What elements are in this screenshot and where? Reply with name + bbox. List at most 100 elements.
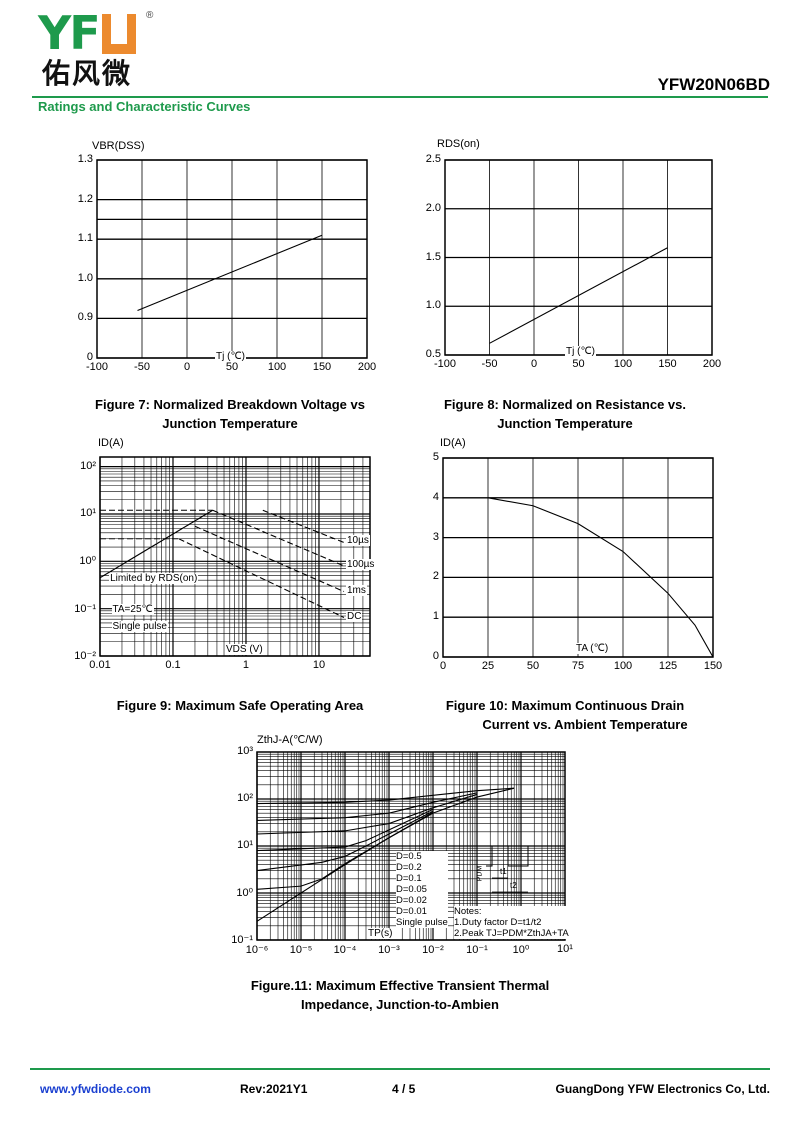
legend-label: D=0.2 [396,862,422,873]
figure11-caption: Figure.11: Maximum Effective Transient T… [220,976,580,1014]
y-tick-label: 10⁻¹ [74,602,96,615]
figure7-caption: Figure 7: Normalized Breakdown Voltage v… [60,395,400,433]
pulse-t1-label: t1 [500,867,507,876]
x-axis-label: Tj (℃) [565,346,596,357]
y-tick-label: 1.3 [77,153,93,165]
x-tick-label: 10 [312,659,326,671]
caption-line: Junction Temperature [497,416,633,431]
x-tick-label: 10⁻³ [378,944,400,956]
x-tick-label: 100 [267,361,287,373]
x-tick-label: 10¹ [557,943,573,955]
legend-label: D=0.1 [396,873,422,884]
series-line-1ms [194,525,345,593]
series-line-d-0-5 [256,787,515,805]
chart-annotation: TA=25℃ [111,603,154,615]
x-tick-label: 0.01 [89,659,111,671]
y-tick-label: 10⁻¹ [231,934,253,946]
figure9-caption: Figure 9: Maximum Safe Operating Area [116,698,364,713]
caption-line: Current vs. Ambient Temperature [482,717,688,732]
x-tick-label: -100 [433,358,457,370]
series-line-d-0-05 [256,808,434,852]
series-line-d-0-02 [256,810,434,872]
series-line-d-0-2 [256,792,478,821]
x-axis-label: TP(s) [367,928,394,939]
plot-frame [99,456,371,657]
plot-frame [256,751,566,941]
brand-logo: YF [38,10,136,56]
caption-line: Figure 8: Normalized on Resistance vs. [443,397,687,412]
chart-annotation: 10µs [345,535,370,547]
y-axis-label: RDS(on) [437,138,480,150]
legend-label: D=0.05 [396,884,427,895]
y-tick-label: 2.0 [425,201,441,214]
x-axis-label: VDS (V) [225,644,264,655]
y-tick-label: 0.9 [77,311,93,324]
y-tick-label: 10² [80,459,96,472]
x-tick-label: 100 [613,358,633,370]
y-tick-label: 10⁰ [236,887,253,899]
pulse-pdm-label: PDM [476,865,484,882]
x-tick-label: 10⁻⁶ [245,944,269,956]
figure10-caption: Figure 10: Maximum Continuous Drain Curre… [415,696,715,734]
caption-line: Figure 7: Normalized Breakdown Voltage v… [95,397,365,412]
x-tick-label: 10⁻⁵ [289,944,313,956]
pulse-t2-label: t2 [510,881,517,890]
note-line: 1.Duty factor D=t1/t2 [454,917,542,928]
note-line: Notes: [454,906,482,917]
y-tick-label: 1.2 [77,192,93,205]
footer-website[interactable]: www.yfwdiode.com [40,1082,151,1096]
x-tick-label: -50 [134,361,150,373]
y-tick-label: 1 [432,610,439,623]
brand-chinese-name: 佑风微 [42,57,133,90]
x-tick-label: 0.1 [165,659,181,671]
website-link[interactable]: www.yfwdiode.com [40,1082,151,1096]
y-tick-label: 10⁻² [74,650,96,662]
series-line-single-pulse [256,787,515,922]
section-title: Ratings and Characteristic Curves [38,99,251,114]
caption-line: Figure 10: Maximum Continuous Drain [445,698,685,713]
x-tick-label: 200 [357,361,377,373]
series-line-100-s [212,509,345,567]
series-line-limited-by-rds-on- [99,509,213,579]
series-line-id [487,497,714,658]
series-line-rds-on- [489,247,668,344]
legend-label: D=0.01 [396,906,427,917]
x-tick-label: 150 [658,358,677,370]
y-tick-label: 1.1 [77,232,93,245]
y-tick-label: 2 [432,570,439,583]
legend-label: Single pulse [396,917,448,928]
y-tick-label: 10² [237,792,253,804]
header-divider [32,96,768,98]
x-tick-label: -50 [481,358,498,370]
footer-page: 4 / 5 [392,1082,416,1096]
y-tick-label: 4 [432,490,439,503]
y-tick-label: 3 [432,530,439,543]
x-tick-label: 50 [526,660,540,672]
caption-line: Impedance, Junction-to-Ambien [301,997,499,1012]
y-tick-label: 10¹ [80,506,96,519]
caption-line: Junction Temperature [162,416,298,431]
y-tick-label: 1.0 [425,299,441,312]
y-tick-label: 1.0 [77,271,93,284]
pulse-waveform [486,845,529,867]
figure8-caption: Figure 8: Normalized on Resistance vs. Ju… [405,395,725,433]
x-tick-label: 0 [439,660,447,672]
x-tick-label: 100 [613,660,633,672]
chart-annotation: 1ms [345,584,367,596]
y-axis-label: ID(A) [440,437,466,449]
x-tick-label: 0 [183,361,191,373]
y-tick-label: 0 [86,351,93,363]
x-tick-label: 10⁻² [422,944,444,956]
y-axis-label: ZthJ-A(℃/W) [257,734,323,746]
y-tick-label: 10³ [237,745,253,757]
x-tick-label: 50 [225,361,239,373]
series-line-10-s [262,509,345,544]
part-number: YFW20N06BD [657,75,770,94]
y-tick-label: 1.5 [425,250,441,263]
chart-annotation: Limited by RDS(on) [109,573,199,585]
footer-divider [30,1068,770,1070]
legend-label: D=0.5 [396,851,422,862]
footer-revision: Rev:2021Y1 [240,1082,308,1096]
x-tick-label: 10⁻¹ [466,944,488,956]
y-tick-label: 10¹ [237,839,253,851]
